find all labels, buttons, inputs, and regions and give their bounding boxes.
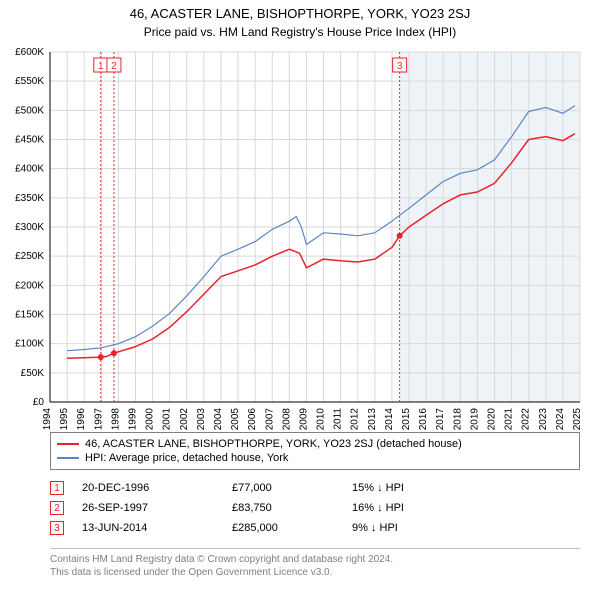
svg-text:2003: 2003	[196, 408, 207, 431]
svg-text:2024: 2024	[555, 408, 566, 431]
svg-text:1994: 1994	[42, 408, 53, 431]
svg-text:2016: 2016	[418, 408, 429, 431]
svg-text:£450K: £450K	[15, 135, 44, 146]
svg-text:2001: 2001	[162, 408, 173, 431]
svg-text:£500K: £500K	[15, 105, 44, 116]
svg-text:2: 2	[111, 61, 117, 72]
marker-date: 20-DEC-1996	[82, 482, 232, 494]
marker-date: 13-JUN-2014	[82, 522, 232, 534]
svg-text:£600K: £600K	[15, 47, 44, 58]
svg-text:£350K: £350K	[15, 193, 44, 204]
svg-text:2008: 2008	[281, 408, 292, 431]
svg-text:£0: £0	[33, 397, 45, 408]
svg-text:2020: 2020	[487, 408, 498, 431]
svg-text:£200K: £200K	[15, 280, 44, 291]
svg-text:2018: 2018	[452, 408, 463, 431]
footer-line-1: Contains HM Land Registry data © Crown c…	[50, 553, 580, 566]
svg-text:2009: 2009	[298, 408, 309, 431]
svg-text:£400K: £400K	[15, 164, 44, 175]
svg-text:1995: 1995	[59, 408, 70, 431]
svg-text:2004: 2004	[213, 408, 224, 431]
svg-text:£550K: £550K	[15, 76, 44, 87]
legend-box: 46, ACASTER LANE, BISHOPTHORPE, YORK, YO…	[50, 432, 580, 470]
marker-diff: 16% ↓ HPI	[352, 502, 580, 514]
svg-text:1997: 1997	[93, 408, 104, 431]
chart-svg: £0£50K£100K£150K£200K£250K£300K£350K£400…	[50, 52, 580, 422]
legend-label: HPI: Average price, detached house, York	[85, 452, 288, 464]
chart-plot-area: £0£50K£100K£150K£200K£250K£300K£350K£400…	[50, 52, 580, 422]
legend-swatch	[57, 457, 79, 459]
svg-text:2007: 2007	[264, 408, 275, 431]
marker-row: 3 13-JUN-2014£285,0009% ↓ HPI	[50, 518, 580, 538]
svg-text:£100K: £100K	[15, 339, 44, 350]
marker-diff: 15% ↓ HPI	[352, 482, 580, 494]
svg-text:£50K: £50K	[21, 368, 45, 379]
svg-text:1: 1	[98, 61, 104, 72]
chart-footer: Contains HM Land Registry data © Crown c…	[50, 548, 580, 579]
footer-line-2: This data is licensed under the Open Gov…	[50, 566, 580, 579]
svg-text:2000: 2000	[145, 408, 156, 431]
marker-date: 26-SEP-1997	[82, 502, 232, 514]
svg-text:2002: 2002	[179, 408, 190, 431]
legend-swatch	[57, 443, 79, 445]
marker-row: 1 20-DEC-1996£77,00015% ↓ HPI	[50, 478, 580, 498]
marker-number-box: 3	[50, 521, 64, 535]
legend-label: 46, ACASTER LANE, BISHOPTHORPE, YORK, YO…	[85, 438, 462, 450]
svg-text:2021: 2021	[504, 408, 515, 431]
svg-text:3: 3	[397, 61, 403, 72]
svg-text:£300K: £300K	[15, 222, 44, 233]
svg-text:£250K: £250K	[15, 251, 44, 262]
marker-diff: 9% ↓ HPI	[352, 522, 580, 534]
svg-text:2010: 2010	[316, 408, 327, 431]
svg-text:2006: 2006	[247, 408, 258, 431]
marker-price: £83,750	[232, 502, 352, 514]
marker-row: 2 26-SEP-1997£83,75016% ↓ HPI	[50, 498, 580, 518]
svg-text:1996: 1996	[76, 408, 87, 431]
svg-text:2015: 2015	[401, 408, 412, 431]
legend-row: 46, ACASTER LANE, BISHOPTHORPE, YORK, YO…	[57, 437, 573, 451]
svg-text:2011: 2011	[333, 408, 344, 430]
svg-text:2013: 2013	[367, 408, 378, 431]
svg-text:2005: 2005	[230, 408, 241, 431]
svg-text:2012: 2012	[350, 408, 361, 431]
svg-text:2017: 2017	[435, 408, 446, 431]
svg-text:£150K: £150K	[15, 310, 44, 321]
svg-text:2023: 2023	[538, 408, 549, 431]
svg-text:2025: 2025	[572, 408, 583, 431]
chart-subtitle: Price paid vs. HM Land Registry's House …	[0, 23, 600, 39]
svg-text:1999: 1999	[127, 408, 138, 431]
event-marker-table: 1 20-DEC-1996£77,00015% ↓ HPI 2 26-SEP-1997…	[50, 478, 580, 538]
marker-number-box: 1	[50, 481, 64, 495]
chart-title: 46, ACASTER LANE, BISHOPTHORPE, YORK, YO…	[0, 0, 600, 23]
svg-text:2022: 2022	[521, 408, 532, 431]
svg-text:1998: 1998	[110, 408, 121, 431]
marker-number-box: 2	[50, 501, 64, 515]
marker-price: £285,000	[232, 522, 352, 534]
svg-text:2014: 2014	[384, 408, 395, 431]
legend-row: HPI: Average price, detached house, York	[57, 451, 573, 465]
marker-price: £77,000	[232, 482, 352, 494]
svg-text:2019: 2019	[469, 408, 480, 431]
